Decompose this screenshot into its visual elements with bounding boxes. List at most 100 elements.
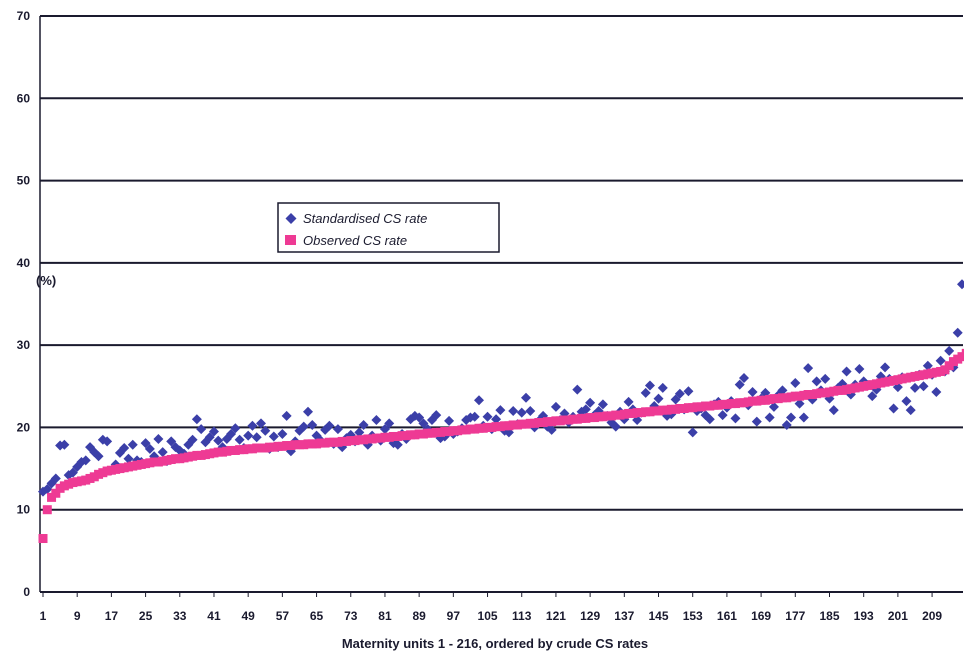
legend-label-observed: Observed CS rate (303, 233, 407, 248)
standardised-point (674, 388, 685, 399)
standardised-point (794, 398, 805, 409)
standardised-point (922, 360, 933, 371)
x-tick-label: 113 (512, 609, 532, 623)
standardised-point (580, 404, 591, 415)
standardised-point (730, 413, 741, 424)
standardised-point (495, 405, 506, 416)
observed-point (51, 488, 61, 498)
x-tick-label: 105 (478, 609, 498, 623)
x-tick-label: 153 (683, 609, 703, 623)
standardised-point (657, 382, 668, 393)
standardised-point (268, 431, 279, 442)
y-tick-label: 50 (17, 174, 31, 188)
standardised-point (414, 412, 425, 423)
standardised-point (781, 419, 792, 430)
standardised-point (768, 401, 779, 412)
standardised-point (469, 411, 480, 422)
standardised-point (623, 396, 634, 407)
standardised-point (144, 443, 155, 454)
standardised-point (298, 421, 309, 432)
standardised-point (50, 473, 61, 484)
standardised-point (820, 373, 831, 384)
standardised-point (854, 364, 865, 375)
standardised-point (324, 420, 335, 431)
standardised-point (140, 438, 151, 449)
standardised-point (653, 393, 664, 404)
x-axis-label: Maternity units 1 - 216, ordered by crud… (342, 636, 648, 651)
x-tick-label: 25 (139, 609, 153, 623)
y-tick-labels: 0 10 20 30 40 50 60 70 (17, 9, 31, 599)
standardised-point (747, 387, 758, 398)
y-tick-label: 60 (17, 91, 31, 105)
y-tick-label: 20 (17, 420, 31, 434)
standardised-point (585, 397, 596, 408)
standardised-point (717, 410, 728, 421)
x-tick-label: 33 (173, 609, 187, 623)
series-observed (38, 348, 964, 544)
y-tick-label: 30 (17, 338, 31, 352)
legend-box (277, 202, 500, 253)
standardised-point (918, 381, 929, 392)
standardised-point (187, 434, 198, 445)
standardised-point (525, 405, 536, 416)
standardised-point (230, 423, 241, 434)
observed-point (42, 505, 52, 515)
standardised-point (196, 424, 207, 435)
standardised-point (358, 419, 369, 430)
standardised-point (243, 430, 254, 441)
x-tick-label: 129 (580, 609, 600, 623)
standardised-point (786, 412, 797, 423)
standardised-point (888, 403, 899, 414)
standardised-point (59, 439, 70, 450)
standardised-point (119, 443, 130, 453)
standardised-point (93, 451, 104, 462)
standardised-point (42, 484, 53, 495)
x-tick-label: 17 (105, 609, 119, 623)
standardised-point (204, 432, 215, 443)
standardised-point (354, 427, 365, 438)
standardised-point (687, 427, 698, 438)
standardised-point (127, 439, 138, 450)
standardised-point (67, 467, 78, 478)
standardised-point (431, 410, 442, 421)
standardised-point (811, 376, 822, 387)
standardised-point (764, 412, 775, 423)
x-tick-label: 137 (614, 609, 634, 623)
y-tick-label: 0 (23, 585, 30, 599)
standardised-point (867, 391, 878, 402)
standardised-point (191, 414, 202, 425)
standardised-point (905, 405, 916, 416)
x-tick-label: 161 (717, 609, 737, 623)
series-points (38, 279, 964, 544)
standardised-point (935, 355, 946, 366)
standardised-point (841, 366, 852, 377)
x-tick-label: 57 (276, 609, 290, 623)
standardised-point (157, 447, 168, 458)
x-tick-label: 185 (819, 609, 839, 623)
standardised-point (734, 379, 745, 390)
observed-point (957, 352, 964, 362)
y-tick-label: 10 (17, 503, 31, 517)
legend-label-standardised: Standardised CS rate (303, 211, 427, 226)
standardised-point (516, 407, 527, 418)
x-tick-label: 193 (854, 609, 874, 623)
standardised-point (957, 279, 964, 290)
standardised-point (798, 412, 809, 423)
legend-marker-standardised (285, 213, 297, 224)
standardised-point (508, 405, 519, 416)
standardised-point (880, 362, 891, 373)
standardised-point (683, 386, 694, 397)
standardised-point (281, 410, 292, 421)
standardised-point (102, 436, 113, 447)
standardised-point (166, 436, 177, 447)
standardised-point (473, 395, 484, 406)
standardised-point (803, 363, 814, 374)
standardised-point (332, 424, 343, 435)
x-tick-label: 145 (649, 609, 669, 623)
standardised-point (123, 453, 134, 464)
standardised-point (751, 416, 762, 427)
standardised-point (247, 420, 258, 431)
observed-point (38, 534, 48, 544)
x-tick-label: 177 (785, 609, 805, 623)
standardised-point (234, 434, 245, 445)
